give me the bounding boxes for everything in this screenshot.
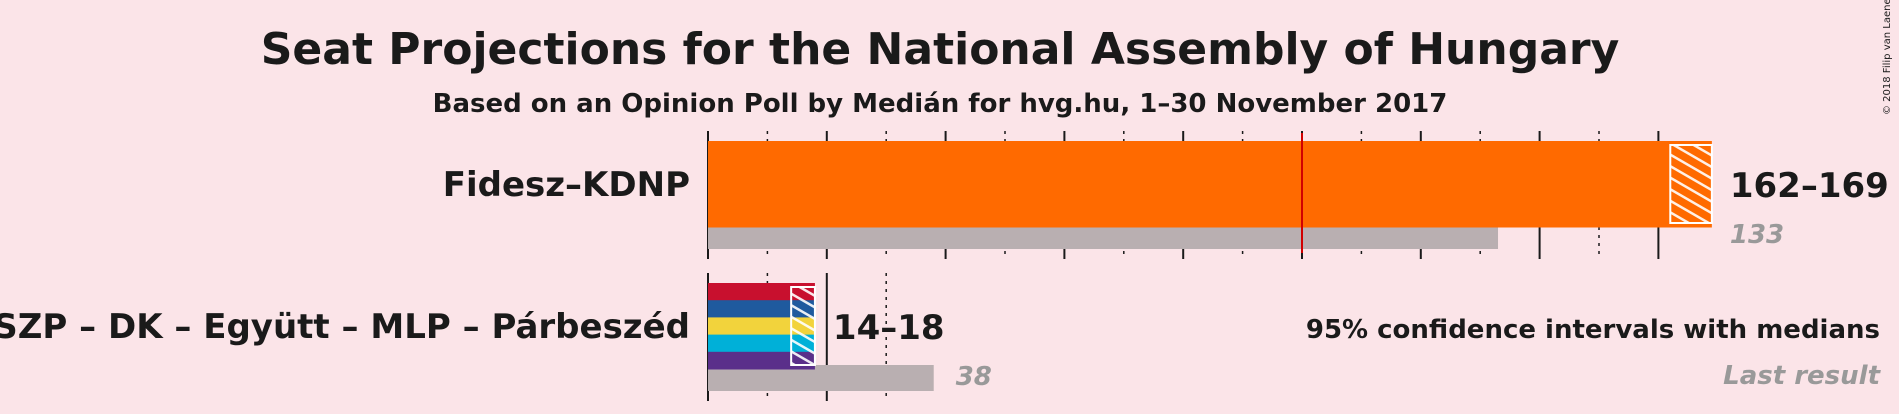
party-label-1: MSZP – DK – Együtt – MLP – Párbeszéd <box>0 307 690 347</box>
last-result-label-0: 133 <box>1730 220 1784 250</box>
bar-segment-1-3 <box>708 334 815 353</box>
bar-segment-0-0 <box>708 141 1712 228</box>
bar-segment-1-2 <box>708 317 815 336</box>
party-row-0: Fidesz–KDNP 162–169 133 <box>443 141 1889 250</box>
range-label-1: 14–18 <box>833 308 945 348</box>
range-label-0: 162–169 <box>1730 166 1889 206</box>
ci-hatch-0 <box>1670 145 1712 223</box>
bar-segment-1-4 <box>708 351 815 370</box>
last-result-label-1: 38 <box>956 362 992 392</box>
ci-hatch-1 <box>791 287 815 365</box>
bar-segment-1-0 <box>708 283 815 301</box>
bar-segment-1-1 <box>708 300 815 318</box>
chart-subtitle: Based on an Opinion Poll by Medián for h… <box>433 89 1448 119</box>
party-row-1: MSZP – DK – Együtt – MLP – Párbeszéd 14–1… <box>0 283 992 392</box>
chart-title: Seat Projections for the National Assemb… <box>261 24 1620 75</box>
legend-ci-text: 95% confidence intervals with medians <box>1306 315 1880 345</box>
copyright-note: © 2018 Filip van Laenen <box>1882 0 1893 115</box>
ci-box-0 <box>1669 144 1713 224</box>
ci-box-1 <box>790 286 816 366</box>
party-label-0: Fidesz–KDNP <box>443 165 690 205</box>
bars-group: Fidesz–KDNP 162–169 133 MSZP – DK – Együtt … <box>0 133 1889 392</box>
legend-last-result-text: Last result <box>1723 361 1881 391</box>
